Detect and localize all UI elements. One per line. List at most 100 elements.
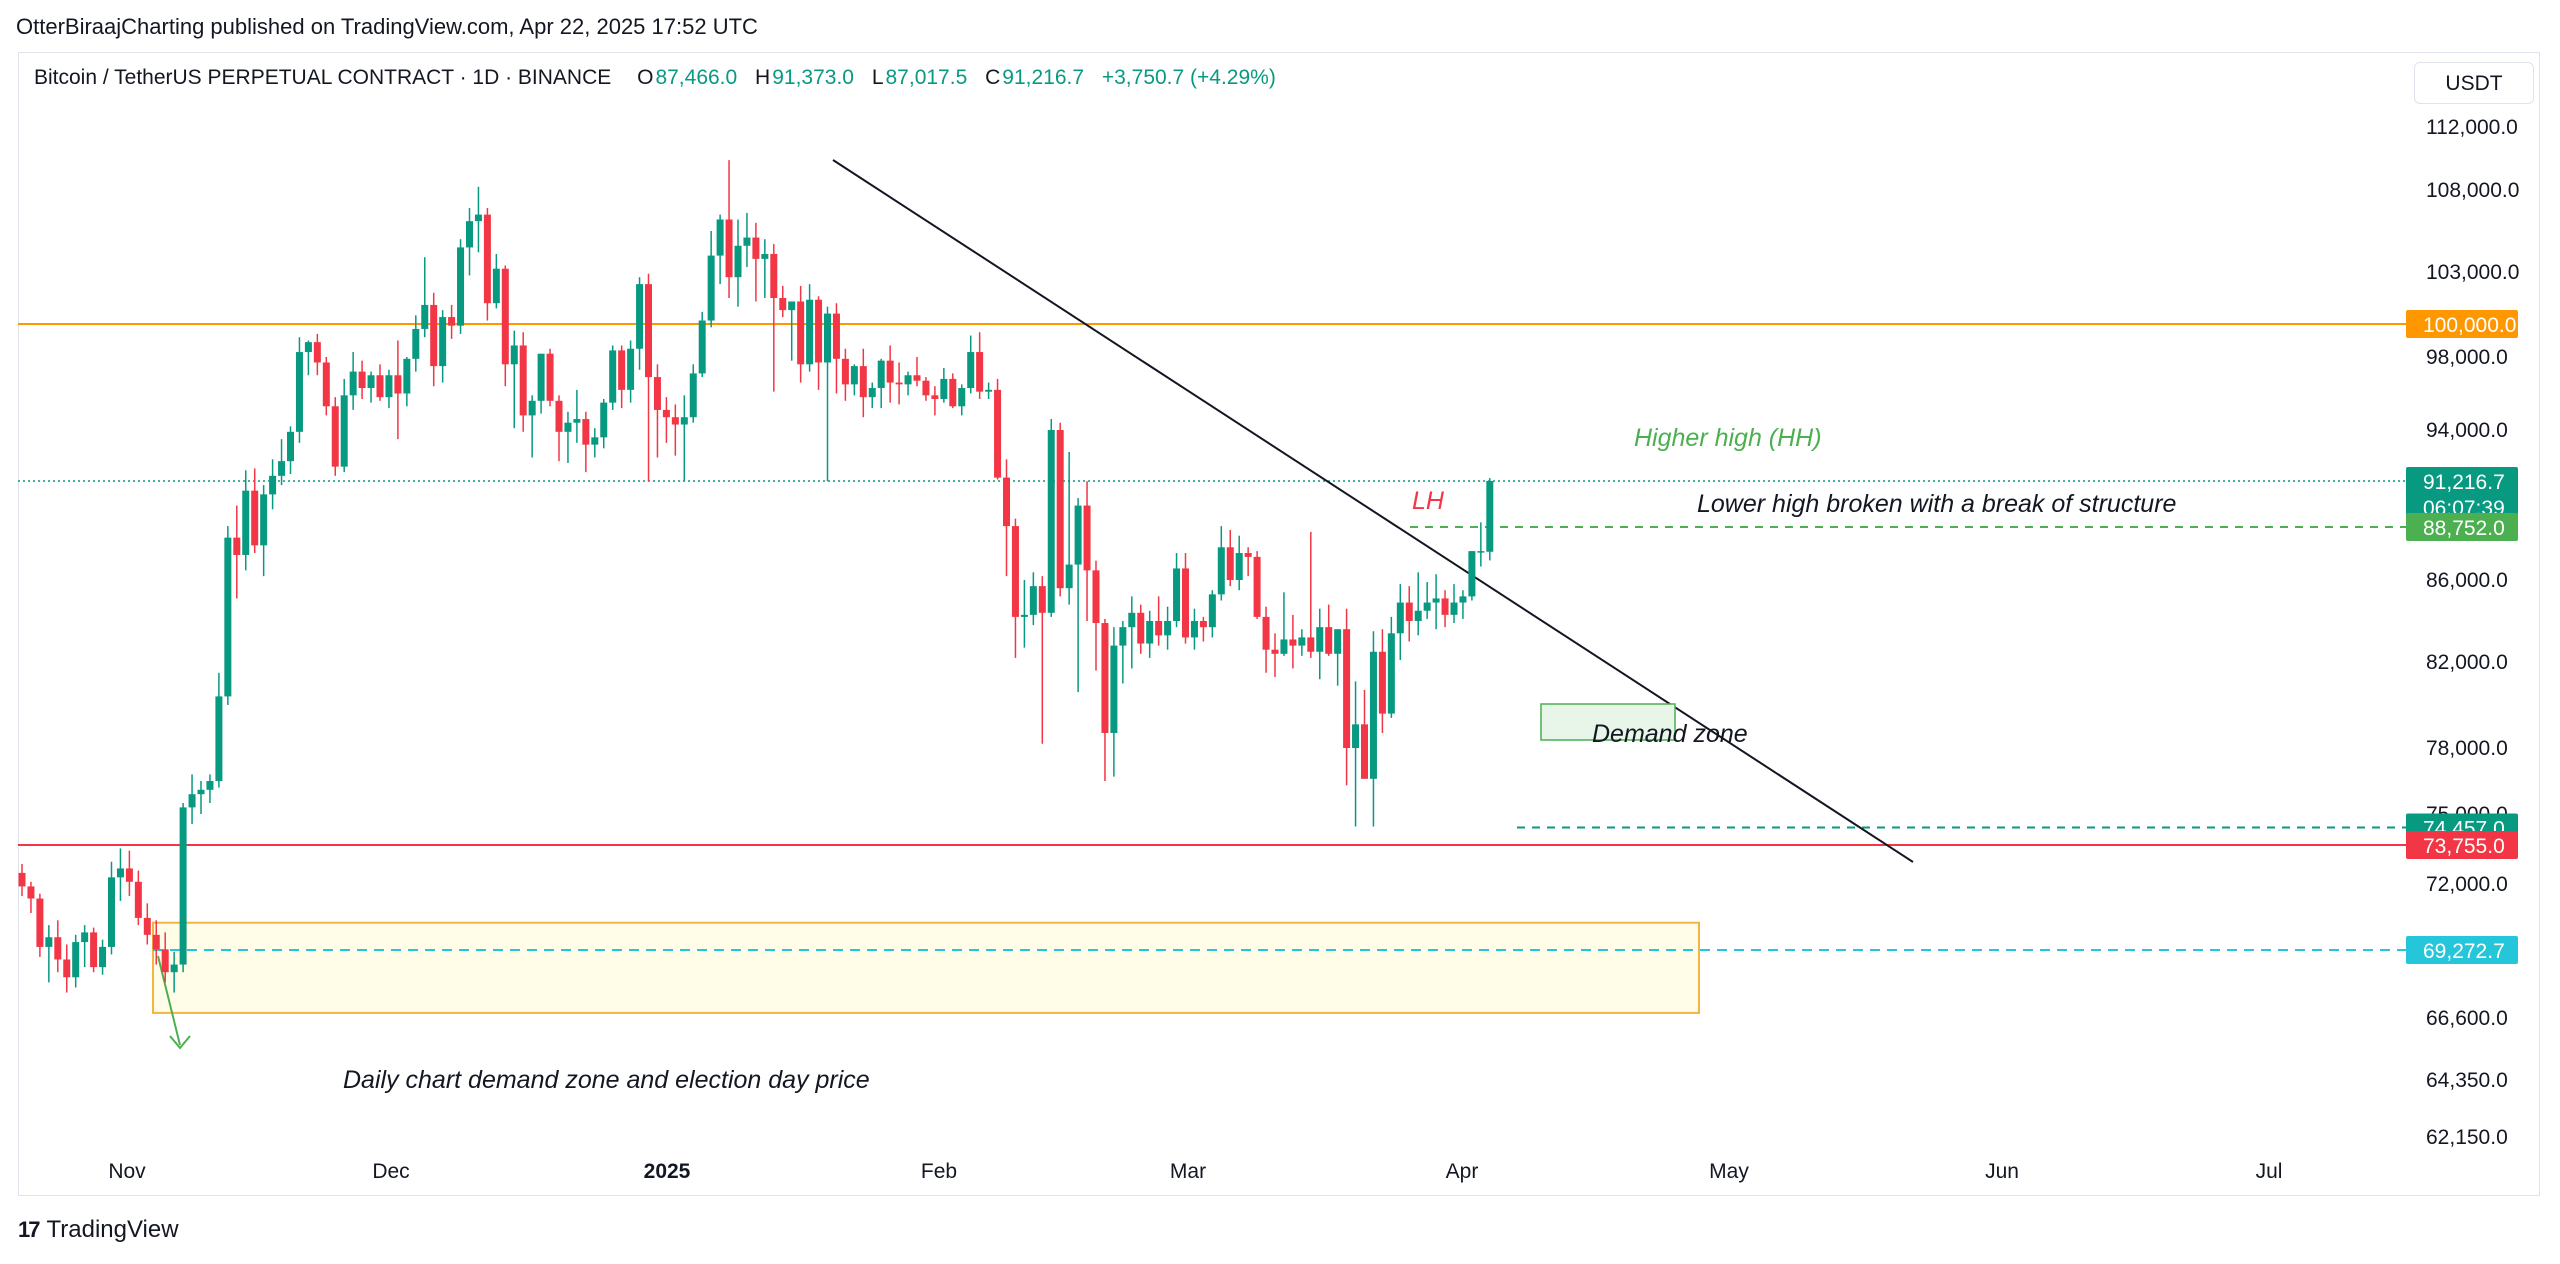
candle-body [1164, 621, 1172, 636]
candle-body [1486, 481, 1494, 552]
high-value: 91,373.0 [772, 66, 854, 89]
symbol-title[interactable]: Bitcoin / TetherUS PERPETUAL CONTRACT · … [34, 66, 612, 89]
time-tick-label: Dec [372, 1160, 409, 1183]
candle-body [662, 409, 670, 418]
candle-body [1280, 639, 1288, 654]
price-label-text: 91,216.7 [2423, 471, 2505, 494]
candle-body [1468, 551, 1476, 597]
candle-body [967, 352, 975, 389]
candle-body [188, 794, 196, 808]
candle-body [1092, 570, 1100, 624]
candle-body [1128, 612, 1136, 628]
candle-body [197, 789, 205, 795]
candle-body [430, 304, 438, 367]
candle-body [457, 247, 465, 326]
candle-body [618, 350, 626, 390]
candle-body [1253, 556, 1261, 617]
candle-body [958, 388, 966, 407]
candle-body [376, 375, 384, 398]
footer: 17 TradingView [18, 1216, 179, 1244]
candle-body [251, 490, 259, 546]
candle-body [1190, 621, 1198, 638]
candle-body [63, 959, 71, 978]
time-tick-label: Jul [2256, 1160, 2283, 1183]
candle-body [1065, 564, 1073, 589]
candle-body [81, 932, 89, 943]
candle-body [1477, 551, 1485, 553]
candle-body [913, 375, 921, 381]
open-value: 87,466.0 [655, 66, 738, 89]
candle-body [116, 868, 124, 878]
price-label-badge [2406, 831, 2518, 859]
candle-body [1038, 586, 1046, 613]
candle-body [806, 299, 814, 365]
candle-body [922, 380, 930, 396]
candle-body [949, 378, 957, 407]
candle-body [859, 366, 867, 398]
candle-body [1146, 621, 1154, 644]
candle-body [1450, 602, 1458, 615]
demand-zone-label: Demand zone [1592, 720, 1748, 748]
candle-body [761, 253, 769, 259]
candle-body [108, 877, 115, 947]
candle-body [832, 313, 840, 359]
candle-body [403, 358, 411, 394]
candle-body [54, 937, 62, 960]
candle-body [537, 353, 545, 401]
candle-body [278, 461, 286, 476]
price-label-badge [2406, 936, 2518, 964]
candle-body [779, 298, 787, 311]
candle-body [600, 402, 608, 438]
candle-body [143, 917, 151, 935]
candle-body [27, 886, 35, 899]
candle-body [385, 375, 393, 398]
candle-body [358, 371, 366, 389]
time-axis[interactable]: Nov Dec 2025 Feb Mar Apr May Jun Jul [108, 1160, 2282, 1183]
candle-body [1047, 430, 1055, 613]
candle-body [233, 537, 241, 555]
price-tick-label: 86,000.0 [2426, 569, 2508, 592]
candle-body [179, 807, 187, 965]
candle-body [287, 431, 294, 462]
candle-body [1011, 526, 1019, 617]
candle-body [45, 937, 53, 947]
close-key: C [985, 66, 1001, 89]
daily-demand-zone-label: Daily chart demand zone and election day… [343, 1066, 870, 1094]
candle-body [788, 301, 796, 311]
price-axis[interactable]: 112,000.0 108,000.0 103,000.0 98,000.0 94,00… [2406, 116, 2519, 1149]
candles-layer [18, 160, 1494, 993]
price-tick-label: 103,000.0 [2426, 261, 2519, 284]
candle-body [877, 360, 885, 389]
currency-button[interactable]: USDT [2414, 62, 2534, 104]
tradingview-logo-icon[interactable]: 17 [18, 1217, 41, 1242]
candle-body [1173, 568, 1181, 621]
candle-body [895, 382, 903, 385]
candle-body [1459, 596, 1467, 603]
candle-body [1307, 637, 1315, 652]
tradingview-logo-text[interactable]: TradingView [46, 1216, 179, 1243]
candle-body [645, 284, 652, 378]
candle-body [1262, 616, 1270, 650]
candle-body [1325, 627, 1333, 654]
candle-body [1029, 586, 1037, 615]
price-tick-label: 64,350.0 [2426, 1069, 2508, 1092]
descending-trendline [832, 159, 1914, 863]
candle-body [367, 375, 375, 389]
candle-body [448, 317, 456, 326]
chart-frame [18, 52, 2540, 1196]
candle-body [680, 417, 688, 425]
time-tick-label: Apr [1446, 1160, 1479, 1183]
candle-body [215, 696, 223, 781]
candle-body [152, 934, 160, 950]
candle-body [627, 348, 635, 390]
candle-body [940, 378, 948, 399]
time-tick-label: Nov [108, 1160, 146, 1183]
candle-body [125, 868, 133, 882]
candle-body [36, 898, 44, 947]
candle-body [1441, 598, 1449, 615]
candle-body [1432, 598, 1440, 603]
price-tick-label: 112,000.0 [2426, 116, 2518, 139]
candle-body [931, 395, 939, 399]
change-value: +3,750.7 (+4.29%) [1101, 66, 1276, 89]
